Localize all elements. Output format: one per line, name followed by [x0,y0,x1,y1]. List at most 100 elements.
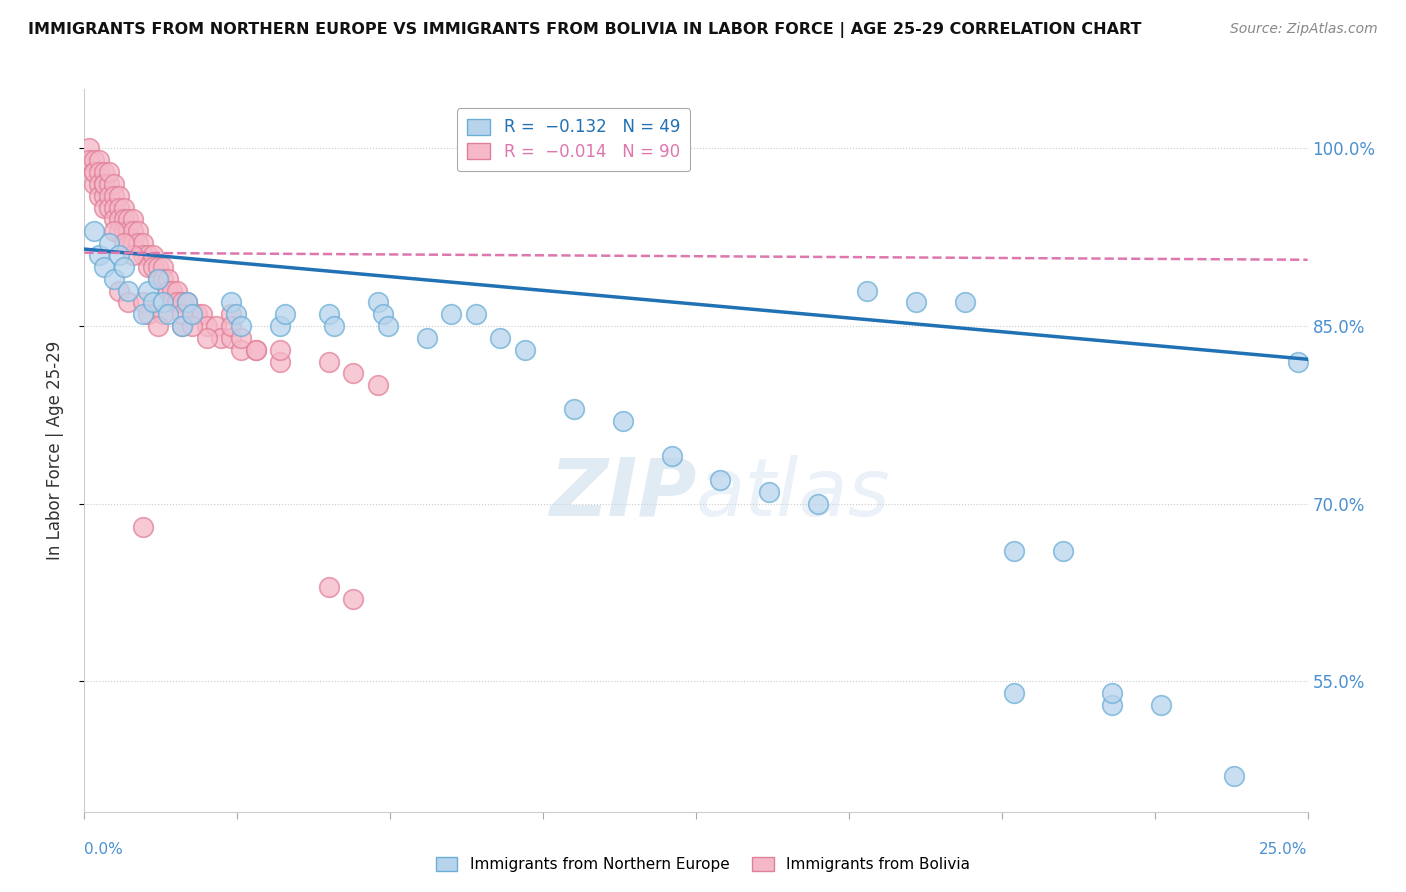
Point [107,189,129,203]
Point [152,260,174,274]
Point [132,236,155,251]
Point [205,319,228,334]
Point [97,189,120,203]
Point [83,177,105,191]
Point [186,307,208,321]
Point [146,260,169,274]
Point [191,307,214,321]
Point [367,378,389,392]
Point [97,201,120,215]
Point [112,201,135,215]
Text: 0.0%: 0.0% [84,842,124,857]
Point [112,260,135,274]
Point [83,153,105,168]
Point [661,450,683,464]
Point [112,224,135,238]
Point [318,580,340,594]
Point [176,295,198,310]
Point [93,189,115,203]
Point [342,367,364,381]
Point [77,153,100,168]
Legend: R =  −0.132   N = 49, R =  −0.014   N = 90: R = −0.132 N = 49, R = −0.014 N = 90 [457,108,690,171]
Point [172,307,194,321]
Point [219,307,242,321]
Point [367,295,389,310]
Text: ZIP: ZIP [548,455,696,533]
Point [93,201,115,215]
Point [127,236,149,251]
Point [229,331,252,345]
Point [225,307,247,321]
Point [107,248,129,262]
Point [318,307,340,321]
Point [172,319,194,334]
Point [953,295,976,310]
Point [489,331,512,345]
Point [229,319,252,334]
Point [87,165,110,179]
Point [93,177,115,191]
Point [1052,544,1074,558]
Point [176,295,198,310]
Point [219,295,242,310]
Point [269,319,291,334]
Point [142,295,165,310]
Text: atlas: atlas [696,455,891,533]
Point [136,260,159,274]
Legend: Immigrants from Northern Europe, Immigrants from Bolivia: Immigrants from Northern Europe, Immigra… [429,849,977,880]
Point [1002,686,1025,700]
Point [166,284,188,298]
Point [142,260,165,274]
Point [77,141,100,155]
Point [172,295,194,310]
Point [117,224,139,238]
Point [1101,686,1123,700]
Point [562,402,585,417]
Point [146,271,169,285]
Point [107,212,129,227]
Y-axis label: In Labor Force | Age 25-29: In Labor Force | Age 25-29 [45,341,63,560]
Point [103,177,125,191]
Point [464,307,486,321]
Point [122,212,145,227]
Point [318,354,340,368]
Point [162,295,184,310]
Point [166,295,188,310]
Point [83,165,105,179]
Point [245,343,267,357]
Point [107,224,129,238]
Point [117,295,139,310]
Point [229,343,252,357]
Point [93,165,115,179]
Point [181,307,204,321]
Point [1150,698,1173,712]
Point [152,307,174,321]
Point [612,414,634,428]
Point [93,177,115,191]
Point [142,248,165,262]
Point [245,343,267,357]
Point [136,307,159,321]
Point [416,331,439,345]
Point [905,295,928,310]
Point [117,284,139,298]
Point [152,271,174,285]
Point [709,473,731,487]
Point [377,319,399,334]
Point [132,248,155,262]
Point [97,177,120,191]
Point [1223,769,1246,783]
Point [162,284,184,298]
Point [513,343,536,357]
Point [1101,698,1123,712]
Point [122,236,145,251]
Point [83,165,105,179]
Point [122,248,145,262]
Point [156,307,179,321]
Point [87,177,110,191]
Point [112,212,135,227]
Point [269,343,291,357]
Point [103,271,125,285]
Point [136,284,159,298]
Point [269,354,291,368]
